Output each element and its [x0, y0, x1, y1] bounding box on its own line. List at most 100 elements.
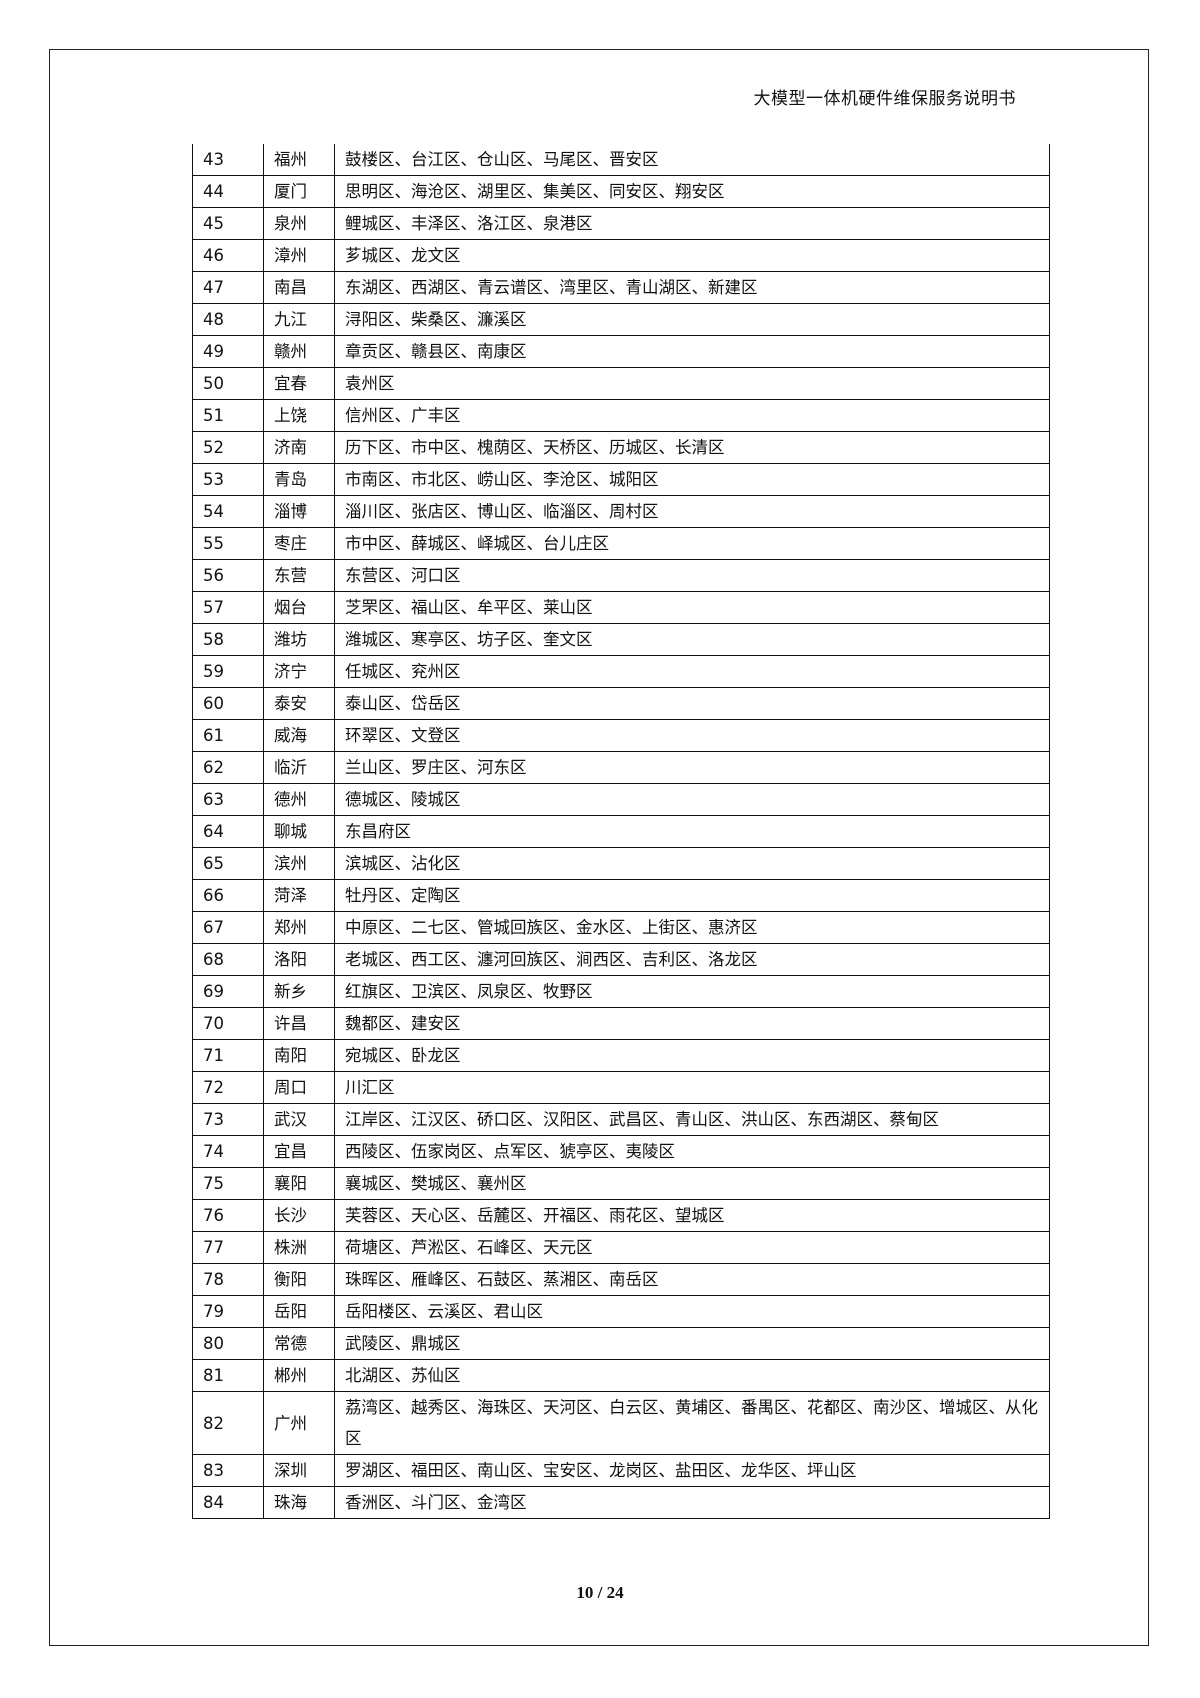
districts-cell: 罗湖区、福田区、南山区、宝安区、龙岗区、盐田区、龙华区、坪山区: [334, 1454, 1050, 1487]
table-row: 58 潍坊 潍城区、寒亭区、坊子区、奎文区: [192, 623, 1050, 656]
table-row: 83 深圳 罗湖区、福田区、南山区、宝安区、龙岗区、盐田区、龙华区、坪山区: [192, 1454, 1050, 1487]
row-number-cell: 74: [192, 1135, 264, 1168]
page-number: 10 / 24: [576, 1583, 624, 1602]
city-cell: 岳阳: [263, 1295, 335, 1328]
row-number-cell: 62: [192, 751, 264, 784]
row-number-cell: 77: [192, 1231, 264, 1264]
row-number-cell: 80: [192, 1327, 264, 1360]
city-cell: 滨州: [263, 847, 335, 880]
districts-cell: 宛城区、卧龙区: [334, 1039, 1050, 1072]
districts-cell: 环翠区、文登区: [334, 719, 1050, 752]
districts-cell: 鲤城区、丰泽区、洛江区、泉港区: [334, 207, 1050, 240]
row-number-cell: 51: [192, 399, 264, 432]
table-row: 47 南昌 东湖区、西湖区、青云谱区、湾里区、青山湖区、新建区: [192, 271, 1050, 304]
row-number-cell: 63: [192, 783, 264, 816]
table-row: 45 泉州 鲤城区、丰泽区、洛江区、泉港区: [192, 207, 1050, 240]
city-cell: 济宁: [263, 655, 335, 688]
table-row: 66 菏泽 牡丹区、定陶区: [192, 879, 1050, 912]
city-cell: 九江: [263, 303, 335, 336]
city-cell: 泉州: [263, 207, 335, 240]
row-number-cell: 83: [192, 1454, 264, 1487]
row-number-cell: 57: [192, 591, 264, 624]
table-row: 81 郴州 北湖区、苏仙区: [192, 1359, 1050, 1392]
table-row: 84 珠海 香洲区、斗门区、金湾区: [192, 1486, 1050, 1519]
city-cell: 周口: [263, 1071, 335, 1104]
table-row: 63 德州 德城区、陵城区: [192, 783, 1050, 816]
districts-cell: 潍城区、寒亭区、坊子区、奎文区: [334, 623, 1050, 656]
districts-cell: 芙蓉区、天心区、岳麓区、开福区、雨花区、望城区: [334, 1199, 1050, 1232]
city-cell: 南昌: [263, 271, 335, 304]
districts-cell: 岳阳楼区、云溪区、君山区: [334, 1295, 1050, 1328]
districts-cell: 北湖区、苏仙区: [334, 1359, 1050, 1392]
table-row: 57 烟台 芝罘区、福山区、牟平区、莱山区: [192, 591, 1050, 624]
table-row: 56 东营 东营区、河口区: [192, 559, 1050, 592]
row-number-cell: 52: [192, 431, 264, 464]
districts-cell: 西陵区、伍家岗区、点军区、猇亭区、夷陵区: [334, 1135, 1050, 1168]
city-cell: 长沙: [263, 1199, 335, 1232]
city-cell: 武汉: [263, 1103, 335, 1136]
row-number-cell: 48: [192, 303, 264, 336]
districts-cell: 老城区、西工区、瀍河回族区、涧西区、吉利区、洛龙区: [334, 943, 1050, 976]
city-cell: 襄阳: [263, 1167, 335, 1200]
table-row: 54 淄博 淄川区、张店区、博山区、临淄区、周村区: [192, 495, 1050, 528]
table-row: 51 上饶 信州区、广丰区: [192, 399, 1050, 432]
city-cell: 潍坊: [263, 623, 335, 656]
city-cell: 广州: [263, 1391, 335, 1455]
table-row: 75 襄阳 襄城区、樊城区、襄州区: [192, 1167, 1050, 1200]
city-cell: 临沂: [263, 751, 335, 784]
city-cell: 济南: [263, 431, 335, 464]
districts-cell: 德城区、陵城区: [334, 783, 1050, 816]
districts-cell: 章贡区、赣县区、南康区: [334, 335, 1050, 368]
districts-cell: 任城区、兖州区: [334, 655, 1050, 688]
districts-cell: 思明区、海沧区、湖里区、集美区、同安区、翔安区: [334, 175, 1050, 208]
table-row: 79 岳阳 岳阳楼区、云溪区、君山区: [192, 1295, 1050, 1328]
city-cell: 淄博: [263, 495, 335, 528]
row-number-cell: 58: [192, 623, 264, 656]
row-number-cell: 60: [192, 687, 264, 720]
row-number-cell: 56: [192, 559, 264, 592]
city-cell: 珠海: [263, 1486, 335, 1519]
row-number-cell: 53: [192, 463, 264, 496]
districts-cell: 珠晖区、雁峰区、石鼓区、蒸湘区、南岳区: [334, 1263, 1050, 1296]
city-cell: 青岛: [263, 463, 335, 496]
city-cell: 烟台: [263, 591, 335, 624]
districts-cell: 襄城区、樊城区、襄州区: [334, 1167, 1050, 1200]
districts-cell: 荷塘区、芦淞区、石峰区、天元区: [334, 1231, 1050, 1264]
districts-cell: 川汇区: [334, 1071, 1050, 1104]
table-row: 43 福州 鼓楼区、台江区、仓山区、马尾区、晋安区: [192, 144, 1050, 176]
table-row: 68 洛阳 老城区、西工区、瀍河回族区、涧西区、吉利区、洛龙区: [192, 943, 1050, 976]
row-number-cell: 70: [192, 1007, 264, 1040]
city-cell: 赣州: [263, 335, 335, 368]
table-row: 46 漳州 芗城区、龙文区: [192, 239, 1050, 272]
row-number-cell: 54: [192, 495, 264, 528]
table-row: 67 郑州 中原区、二七区、管城回族区、金水区、上街区、惠济区: [192, 911, 1050, 944]
table-row: 82 广州 荔湾区、越秀区、海珠区、天河区、白云区、黄埔区、番禺区、花都区、南沙区、…: [192, 1391, 1050, 1455]
row-number-cell: 49: [192, 335, 264, 368]
city-cell: 株洲: [263, 1231, 335, 1264]
table-row: 62 临沂 兰山区、罗庄区、河东区: [192, 751, 1050, 784]
city-cell: 菏泽: [263, 879, 335, 912]
districts-cell: 兰山区、罗庄区、河东区: [334, 751, 1050, 784]
row-number-cell: 75: [192, 1167, 264, 1200]
districts-cell: 芝罘区、福山区、牟平区、莱山区: [334, 591, 1050, 624]
table-row: 73 武汉 江岸区、江汉区、硚口区、汉阳区、武昌区、青山区、洪山区、东西湖区、蔡甸区: [192, 1103, 1050, 1136]
row-number-cell: 55: [192, 527, 264, 560]
districts-cell: 袁州区: [334, 367, 1050, 400]
city-cell: 漳州: [263, 239, 335, 272]
city-cell: 许昌: [263, 1007, 335, 1040]
city-cell: 泰安: [263, 687, 335, 720]
table-row: 55 枣庄 市中区、薛城区、峄城区、台儿庄区: [192, 527, 1050, 560]
city-cell: 郑州: [263, 911, 335, 944]
table-row: 49 赣州 章贡区、赣县区、南康区: [192, 335, 1050, 368]
city-cell: 威海: [263, 719, 335, 752]
row-number-cell: 61: [192, 719, 264, 752]
row-number-cell: 79: [192, 1295, 264, 1328]
districts-cell: 荔湾区、越秀区、海珠区、天河区、白云区、黄埔区、番禺区、花都区、南沙区、增城区、…: [334, 1391, 1050, 1455]
districts-cell: 东昌府区: [334, 815, 1050, 848]
districts-cell: 武陵区、鼎城区: [334, 1327, 1050, 1360]
table-row: 77 株洲 荷塘区、芦淞区、石峰区、天元区: [192, 1231, 1050, 1264]
city-cell: 新乡: [263, 975, 335, 1008]
city-cell: 常德: [263, 1327, 335, 1360]
table-row: 72 周口 川汇区: [192, 1071, 1050, 1104]
table-row: 53 青岛 市南区、市北区、崂山区、李沧区、城阳区: [192, 463, 1050, 496]
